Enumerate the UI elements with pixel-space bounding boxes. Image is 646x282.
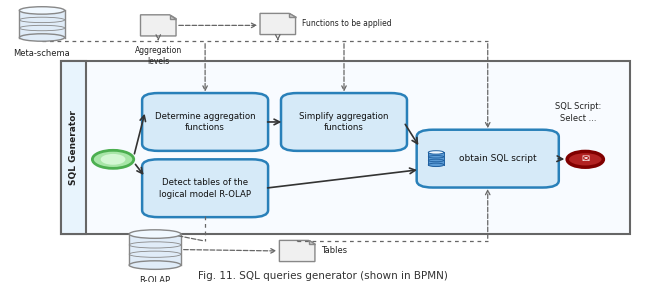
FancyBboxPatch shape: [417, 130, 559, 188]
FancyBboxPatch shape: [142, 159, 268, 217]
Polygon shape: [309, 240, 315, 244]
Ellipse shape: [19, 34, 65, 41]
Ellipse shape: [129, 230, 181, 238]
Bar: [428, 153, 444, 165]
FancyBboxPatch shape: [142, 93, 268, 151]
Ellipse shape: [19, 7, 65, 14]
Text: Aggregation
levels: Aggregation levels: [134, 46, 182, 66]
Text: Functions to be applied: Functions to be applied: [302, 19, 391, 28]
Bar: [19, 10, 65, 38]
Text: Tables: Tables: [322, 246, 348, 255]
Bar: [129, 234, 181, 265]
Ellipse shape: [428, 151, 444, 154]
Polygon shape: [279, 240, 315, 262]
Text: R-OLAP: R-OLAP: [140, 276, 171, 282]
Text: Fig. 11. SQL queries generator (shown in BPMN): Fig. 11. SQL queries generator (shown in…: [198, 271, 448, 281]
FancyBboxPatch shape: [281, 93, 407, 151]
Text: Determine aggregation
functions: Determine aggregation functions: [155, 112, 255, 132]
Text: SQL Script:
Select ...: SQL Script: Select ...: [555, 102, 601, 123]
Polygon shape: [141, 15, 176, 36]
Text: SQL Generator: SQL Generator: [69, 110, 78, 185]
Text: Meta-schema: Meta-schema: [14, 49, 70, 58]
Polygon shape: [170, 15, 176, 19]
Ellipse shape: [129, 261, 181, 269]
Ellipse shape: [428, 163, 444, 167]
Text: obtain SQL script: obtain SQL script: [459, 154, 536, 163]
Bar: [61, 61, 86, 234]
Circle shape: [567, 151, 603, 167]
Circle shape: [92, 150, 134, 168]
Text: Simplify aggregation
functions: Simplify aggregation functions: [299, 112, 389, 132]
Polygon shape: [260, 13, 296, 34]
Circle shape: [101, 154, 125, 165]
Polygon shape: [289, 13, 296, 17]
Text: Detect tables of the
logical model R-OLAP: Detect tables of the logical model R-OLA…: [159, 178, 251, 199]
Bar: [61, 61, 630, 234]
Text: ✉: ✉: [581, 154, 589, 164]
